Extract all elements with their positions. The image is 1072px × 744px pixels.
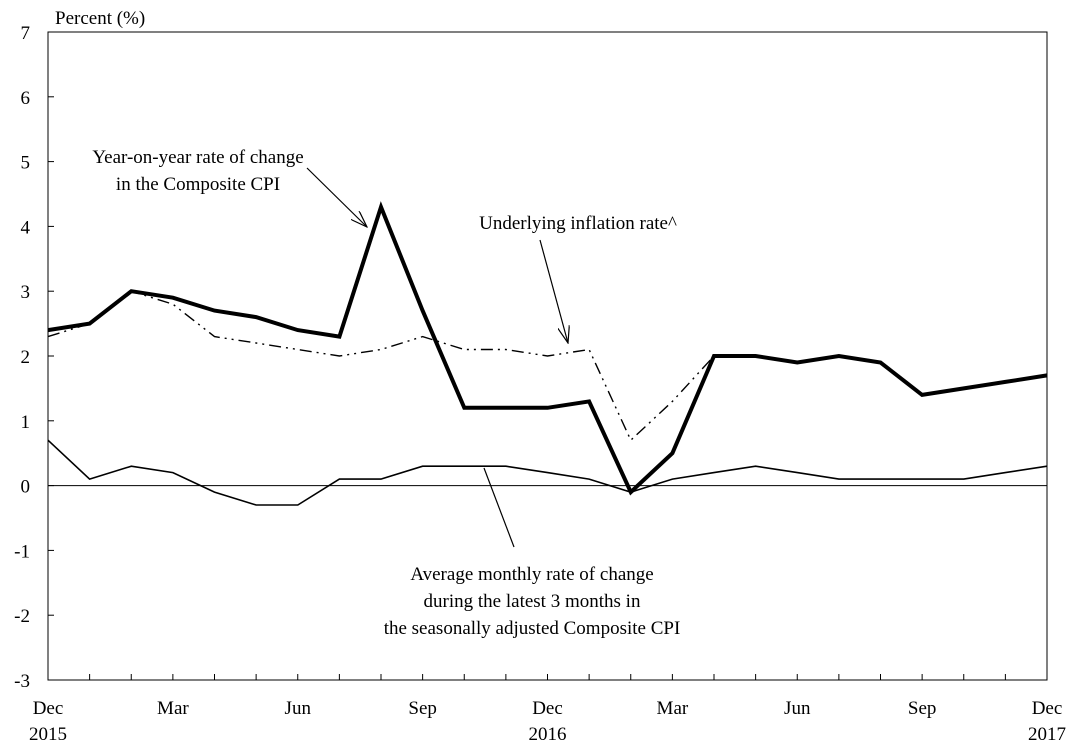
x-tick-year-label: 2015 <box>29 724 67 744</box>
y-tick-label: 6 <box>21 88 31 109</box>
series-layer <box>47 201 1048 506</box>
series-line-underlying <box>47 290 1048 442</box>
annotation-label: Underlying inflation rate^ <box>479 213 677 234</box>
annotation-layer: Year-on-year rate of change in the Compos… <box>92 147 680 639</box>
y-tick-label: 2 <box>21 347 31 368</box>
x-axis: Dec 2015 Mar Jun Sep Dec 2016 Mar Jun Sep Dec 2017 <box>29 674 1066 744</box>
y-tick-label: 1 <box>21 412 31 433</box>
x-tick-label: Mar <box>657 698 689 719</box>
annotation-label: in the Composite CPI <box>116 174 280 195</box>
x-tick-label: Dec <box>532 698 563 719</box>
y-tick-label: 5 <box>21 153 31 174</box>
x-tick-year-label: 2016 <box>529 724 567 744</box>
annotation-label: Average monthly rate of change <box>410 564 653 585</box>
y-tick-label: 4 <box>21 217 31 238</box>
annotation-arrow <box>539 239 568 343</box>
series-line-avg_monthly_sa <box>47 439 1048 506</box>
annotation-label: Year-on-year rate of change <box>92 147 303 168</box>
y-tick-label: -2 <box>14 606 30 627</box>
annotation-pointer <box>483 467 515 548</box>
annotation-label: the seasonally adjusted Composite CPI <box>384 618 681 639</box>
x-tick-label: Dec <box>33 698 64 719</box>
x-tick-label: Mar <box>157 698 189 719</box>
y-tick-label: 7 <box>21 23 31 44</box>
x-tick-year-label: 2017 <box>1028 724 1066 744</box>
y-tick-label: 3 <box>21 282 31 303</box>
y-tick-label: -1 <box>14 541 30 562</box>
series-line-composite_yoy <box>47 201 1048 496</box>
x-tick-label: Sep <box>908 698 937 719</box>
y-tick-label: -3 <box>14 671 30 692</box>
y-axis-label: Percent (%) <box>55 8 145 29</box>
x-tick-label: Jun <box>784 698 811 719</box>
x-tick-label: Dec <box>1032 698 1063 719</box>
annotation-arrow <box>306 167 367 227</box>
x-tick-label: Sep <box>408 698 437 719</box>
y-axis: Percent (%) -3 -2 -1 0 1 2 3 4 5 6 7 <box>14 8 145 692</box>
annotation-label: during the latest 3 months in <box>424 591 641 612</box>
x-tick-label: Jun <box>285 698 312 719</box>
y-tick-label: 0 <box>21 477 31 498</box>
